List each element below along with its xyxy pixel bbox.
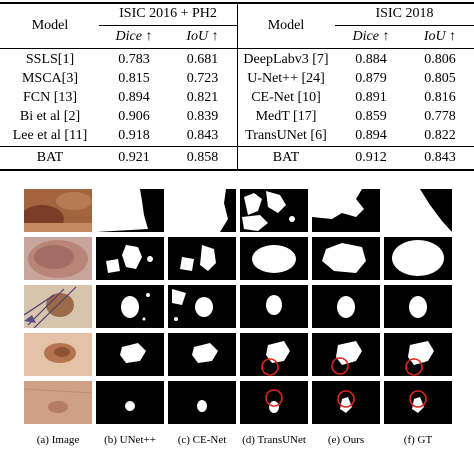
right-row-model: U-Net++ [24] (247, 71, 325, 86)
ours-mask (312, 237, 380, 280)
gt-mask (384, 237, 452, 280)
unetpp-mask (96, 285, 164, 328)
unetpp-mask (96, 333, 164, 376)
left-row-dice: 0.906 (118, 109, 150, 124)
bat-right-model: BAT (272, 150, 300, 165)
header-group-right: ISIC 2018 (375, 6, 434, 21)
header-model-left: Model (31, 18, 69, 33)
cenet-mask (168, 189, 236, 232)
left-row-dice: 0.783 (118, 52, 150, 67)
right-row-dice: 0.879 (355, 71, 387, 86)
right-row-iou: 0.805 (424, 71, 456, 86)
left-row-iou: 0.843 (186, 128, 219, 143)
header-dice-right: Dice ↑ (352, 29, 390, 44)
ours-mask (312, 333, 380, 376)
cenet-mask (168, 381, 236, 424)
left-row-model: Bi et al [2] (19, 109, 81, 124)
cenet-mask (168, 237, 236, 280)
left-row-model: MSCA[3] (21, 71, 78, 86)
gt-mask (384, 189, 452, 232)
right-row-model: TransUNet [6] (245, 128, 327, 143)
left-row-iou: 0.723 (186, 71, 219, 86)
unetpp-mask (96, 381, 164, 424)
cenet-mask (168, 333, 236, 376)
right-row-iou: 0.822 (424, 128, 456, 143)
unetpp-mask (96, 237, 164, 280)
ours-mask (312, 285, 380, 328)
left-row-iou: 0.821 (186, 90, 219, 105)
right-row-dice: 0.891 (355, 90, 387, 105)
header-dice-left: Dice ↑ (115, 29, 153, 44)
left-row-iou: 0.681 (186, 52, 219, 67)
transunet-mask (240, 333, 308, 376)
right-row-dice: 0.884 (355, 52, 387, 67)
header-iou-left: IoU ↑ (186, 29, 219, 44)
segmentation-figure: (a) Image (b) UNet++ (c) CE-Net (d) Tran… (24, 189, 474, 452)
bat-right-dice: 0.912 (355, 150, 387, 165)
skin-lesion-image (24, 285, 92, 328)
header-group-left: ISIC 2016 + PH2 (119, 6, 217, 21)
left-row-model: Lee et al [11] (12, 128, 88, 143)
left-group-rule (99, 25, 237, 26)
left-row-dice: 0.894 (118, 90, 150, 105)
caption-image: (a) Image (36, 434, 80, 446)
results-table: Model ISIC 2016 + PH2 Dice ↑ IoU ↑ Model… (0, 0, 474, 172)
skin-lesion-image (24, 237, 92, 280)
transunet-mask (240, 285, 308, 328)
left-row-model: FCN [13] (22, 90, 78, 105)
caption-unetpp: (b) UNet++ (104, 434, 156, 446)
caption-gt: (f) GT (403, 434, 433, 446)
bat-left-dice: 0.921 (118, 150, 150, 165)
bat-left-model: BAT (36, 150, 64, 165)
right-row-dice: 0.894 (355, 128, 387, 143)
right-row-iou: 0.816 (424, 90, 456, 105)
cenet-mask (168, 285, 236, 328)
right-row-iou: 0.778 (424, 109, 456, 124)
skin-lesion-image (24, 189, 92, 232)
gt-mask (384, 333, 452, 376)
right-row-dice: 0.859 (355, 109, 387, 124)
left-row-dice: 0.815 (118, 71, 150, 86)
unetpp-mask (96, 189, 164, 232)
transunet-mask (240, 381, 308, 424)
left-row-dice: 0.918 (118, 128, 150, 143)
right-row-model: MedT [17] (255, 109, 317, 124)
caption-cenet: (c) CE-Net (177, 434, 227, 446)
skin-lesion-image (24, 381, 92, 424)
right-row-model: CE-Net [10] (251, 90, 321, 105)
right-row-model: DeepLabv3 [7] (243, 52, 329, 67)
transunet-mask (240, 189, 308, 232)
center-divider (237, 2, 238, 171)
skin-lesion-image (24, 333, 92, 376)
left-row-model: SSLS[1] (25, 52, 75, 67)
caption-ours: (e) Ours (327, 434, 365, 446)
ours-mask (312, 189, 380, 232)
header-model-right: Model (267, 18, 305, 33)
caption-transunet: (d) TransUNet (242, 434, 306, 446)
bat-right-iou: 0.843 (424, 150, 456, 165)
right-group-rule (335, 25, 474, 26)
transunet-mask (240, 237, 308, 280)
gt-mask (384, 285, 452, 328)
ours-mask (312, 381, 380, 424)
header-iou-right: IoU ↑ (423, 29, 457, 44)
gt-mask (384, 381, 452, 424)
right-row-iou: 0.806 (424, 52, 456, 67)
bat-left-iou: 0.858 (186, 150, 219, 165)
left-row-iou: 0.839 (186, 109, 219, 124)
